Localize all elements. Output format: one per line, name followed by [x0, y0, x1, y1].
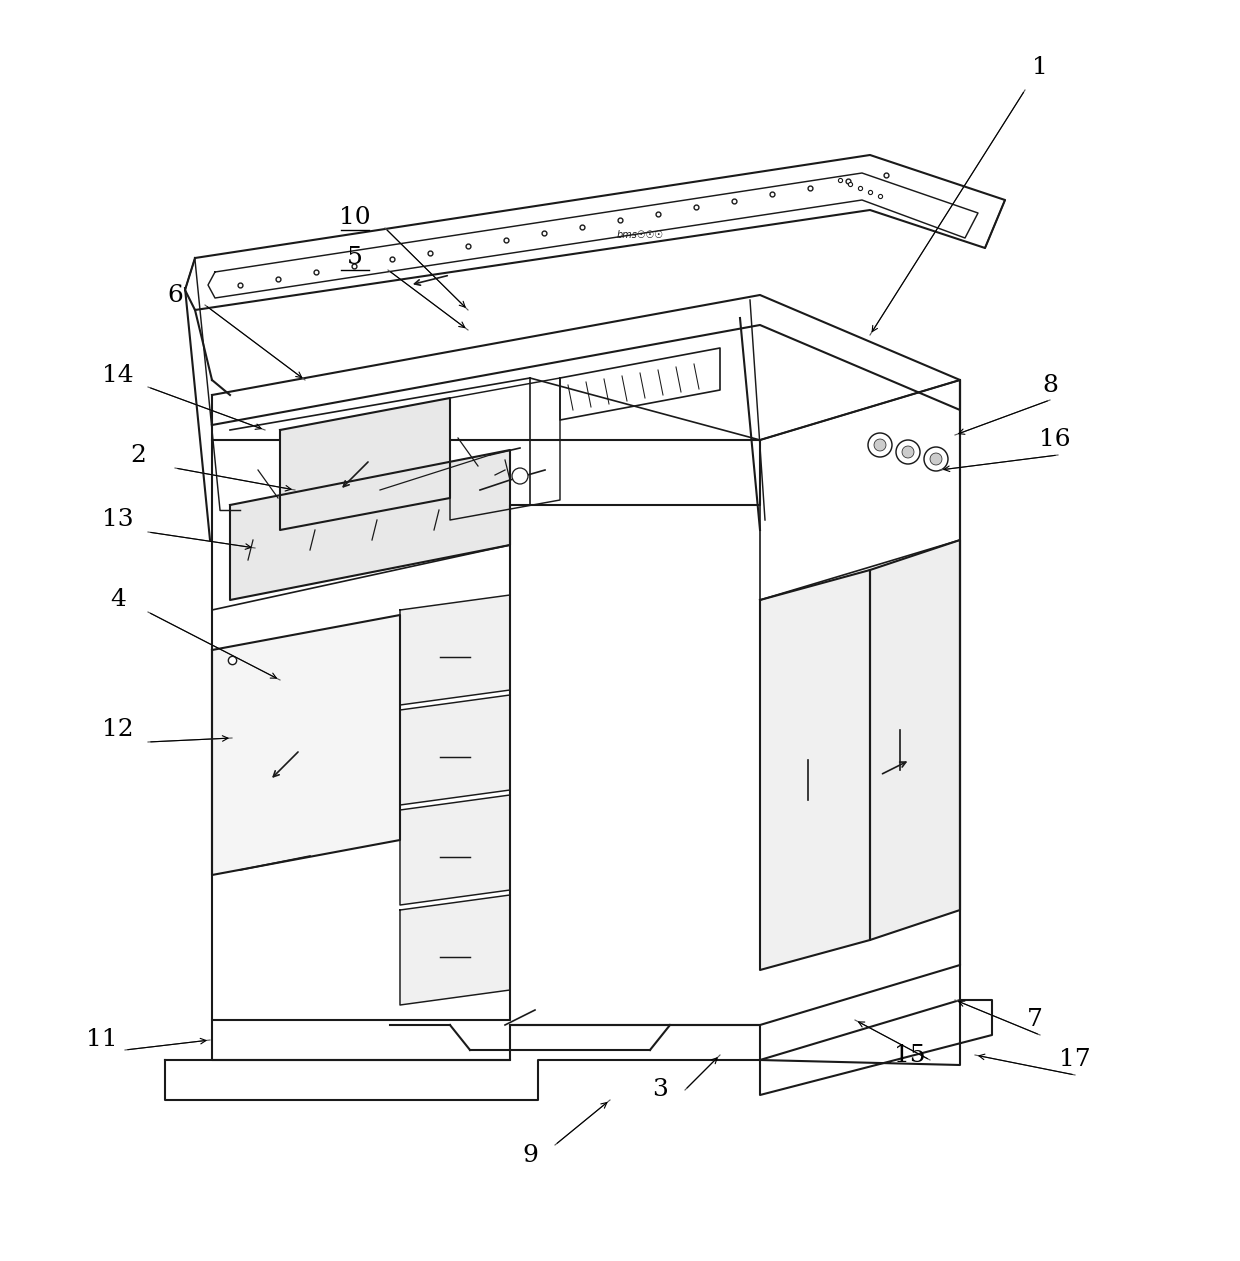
Polygon shape [401, 595, 510, 705]
Text: 6: 6 [167, 284, 184, 306]
Polygon shape [229, 450, 510, 600]
Polygon shape [280, 398, 450, 530]
Text: 5: 5 [347, 246, 363, 270]
Circle shape [897, 440, 920, 464]
Text: bms☉☉☉: bms☉☉☉ [616, 230, 663, 240]
Polygon shape [870, 540, 960, 939]
Text: 8: 8 [1042, 373, 1058, 396]
Text: 3: 3 [652, 1078, 668, 1102]
Polygon shape [760, 570, 870, 970]
Text: 9: 9 [522, 1144, 538, 1166]
Text: 12: 12 [102, 719, 134, 741]
Polygon shape [401, 695, 510, 805]
Text: 13: 13 [102, 508, 134, 531]
Polygon shape [401, 794, 510, 905]
Text: 11: 11 [87, 1029, 118, 1052]
Text: 7: 7 [1027, 1009, 1043, 1031]
Circle shape [868, 433, 892, 456]
Text: 15: 15 [894, 1044, 926, 1067]
Text: 4: 4 [110, 589, 126, 612]
Text: 16: 16 [1039, 429, 1071, 451]
Circle shape [512, 468, 528, 484]
Circle shape [924, 446, 949, 472]
Text: 10: 10 [340, 207, 371, 230]
Text: 17: 17 [1059, 1048, 1091, 1072]
Circle shape [930, 453, 942, 465]
Polygon shape [401, 895, 510, 1005]
Text: 1: 1 [1032, 57, 1048, 79]
Polygon shape [212, 615, 401, 875]
Circle shape [901, 446, 914, 458]
Circle shape [874, 439, 887, 451]
Text: 14: 14 [102, 363, 134, 387]
Text: 2: 2 [130, 444, 146, 467]
